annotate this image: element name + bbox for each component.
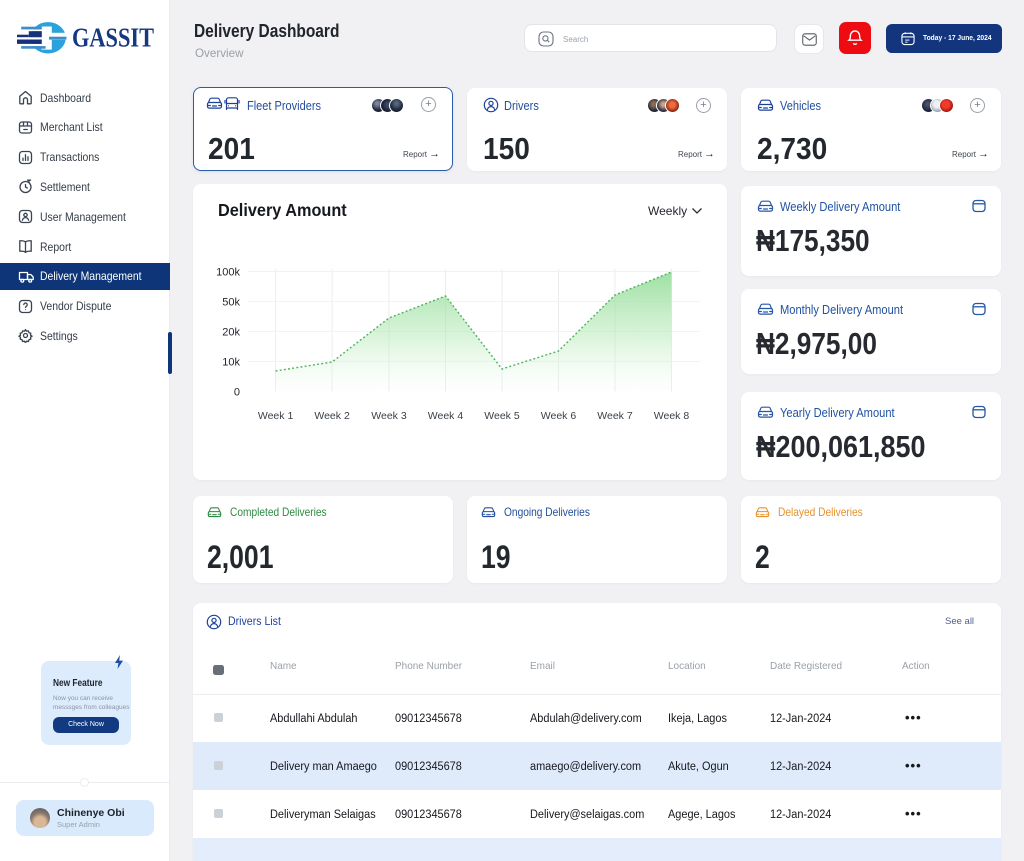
svg-text:Week 7: Week 7 — [597, 410, 633, 422]
svg-text:Week 5: Week 5 — [484, 410, 520, 422]
svg-text:100k: 100k — [216, 266, 240, 278]
svg-text:Week 3: Week 3 — [371, 410, 407, 422]
svg-text:Week 1: Week 1 — [258, 410, 294, 422]
svg-text:Week 4: Week 4 — [428, 410, 464, 422]
svg-text:Week 6: Week 6 — [541, 410, 577, 422]
svg-text:20k: 20k — [222, 326, 240, 338]
svg-text:Week 2: Week 2 — [314, 410, 350, 422]
svg-text:GASSIT: GASSIT — [72, 23, 154, 53]
svg-text:50k: 50k — [222, 296, 240, 308]
svg-text:Week 8: Week 8 — [654, 410, 690, 422]
svg-text:10k: 10k — [222, 356, 240, 368]
svg-text:0: 0 — [234, 386, 240, 398]
